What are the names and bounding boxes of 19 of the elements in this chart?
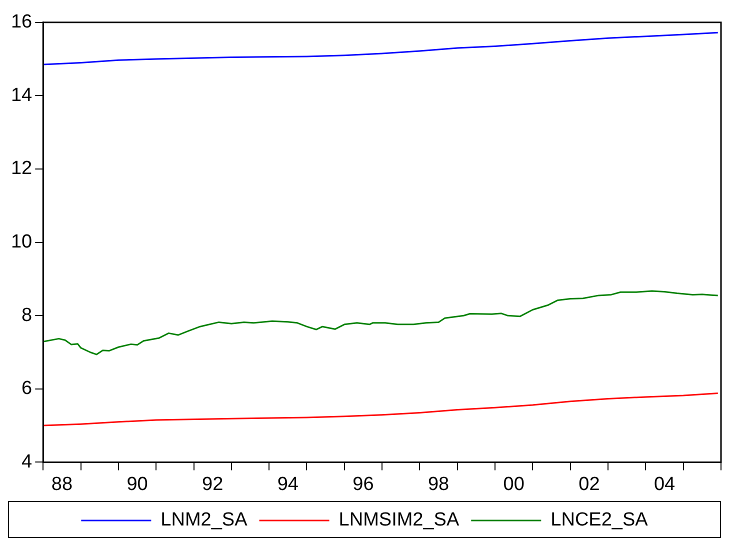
y-tick-label: 10: [10, 232, 32, 253]
y-tick-label: 6: [22, 378, 32, 400]
legend-label: LNCE2_SA: [550, 510, 648, 531]
x-tick-label: 02: [578, 474, 600, 495]
y-tick-label: 16: [10, 12, 32, 33]
x-tick-label: 04: [654, 474, 676, 495]
x-tick-label: 96: [352, 474, 374, 495]
y-tick-label: 14: [10, 84, 33, 106]
x-tick-label: 90: [126, 474, 148, 495]
y-tick-label: 12: [10, 158, 32, 180]
x-tick-label: 92: [202, 474, 224, 495]
legend-label: LNM2_SA: [160, 510, 248, 531]
y-tick-label: 4: [22, 451, 33, 472]
x-tick-label: 98: [428, 474, 450, 495]
y-tick-label: 8: [22, 304, 32, 326]
x-tick-label: 94: [277, 474, 299, 495]
x-tick-label: 88: [51, 474, 73, 495]
legend-label: LNMSIM2_SA: [338, 510, 460, 531]
x-tick-label: 00: [503, 474, 524, 495]
